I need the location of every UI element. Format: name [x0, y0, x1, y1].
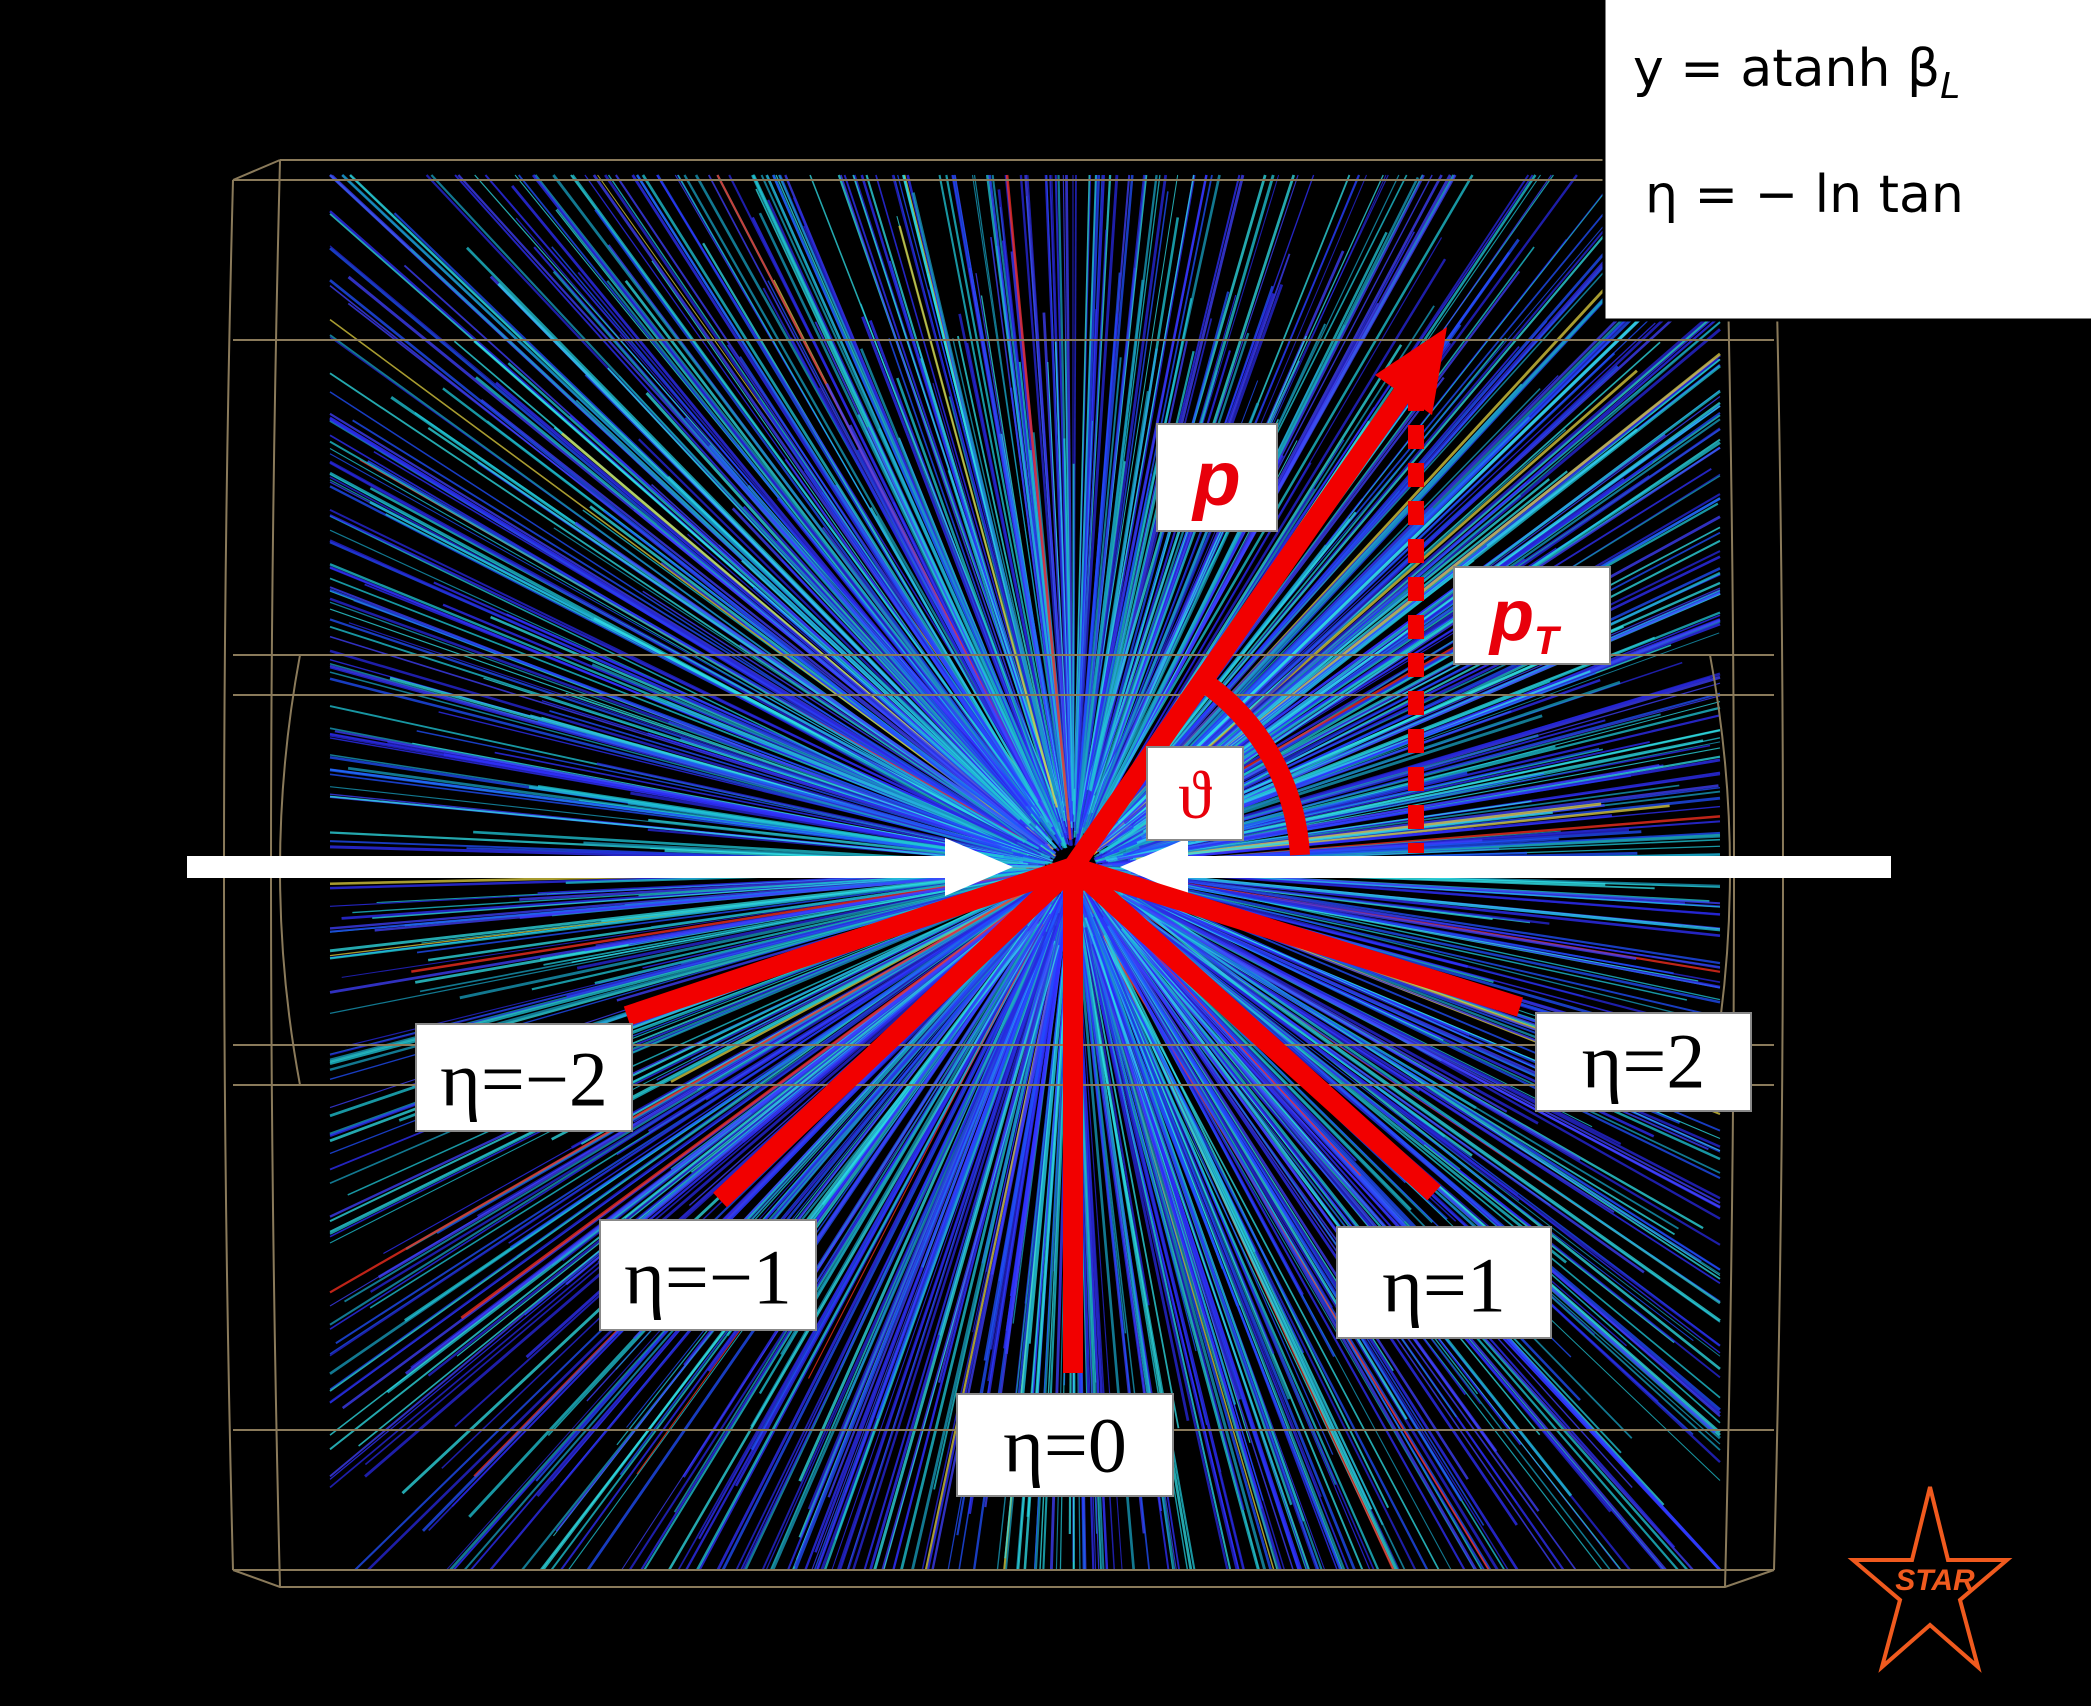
transverse-sub: T: [1534, 619, 1562, 663]
event-display: p pT ϑ η=−2η=−1η=0η=1η=2 y = atanh βL η …: [0, 0, 2091, 1706]
track: [1073, 464, 1074, 814]
eta-label: η=−1: [624, 1234, 792, 1321]
eta-label: η=2: [1582, 1017, 1706, 1104]
transverse-main: p: [1488, 576, 1534, 656]
eta-label: η=1: [1382, 1241, 1506, 1328]
eta-label: η=−2: [440, 1035, 608, 1122]
formula: y = atanh βL: [1633, 39, 1960, 107]
formula-main: y = atanh β: [1633, 39, 1940, 99]
formula: η = − ln tan: [1645, 165, 1964, 225]
momentum-label: p: [1191, 434, 1241, 522]
angle-label: ϑ: [1178, 757, 1212, 833]
formula-sub: L: [1940, 66, 1960, 107]
star-logo-text: STAR: [1895, 1564, 1975, 1597]
eta-label: η=0: [1003, 1402, 1127, 1489]
page: {"formulas": [{"main": "y = atanh β", "s…: [0, 0, 2091, 1706]
